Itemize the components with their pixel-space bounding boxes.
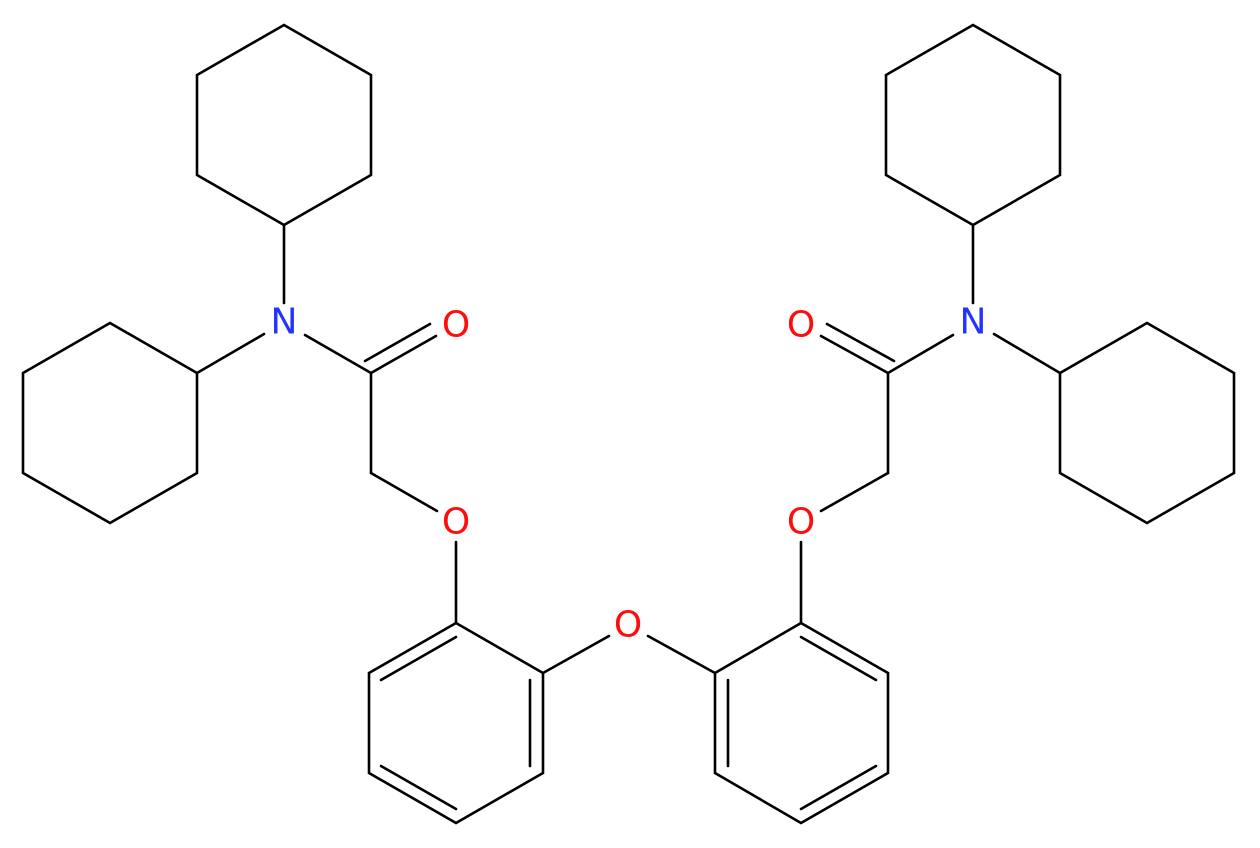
atom-label: N xyxy=(960,302,987,343)
atom-label: O xyxy=(787,502,815,543)
atom-label: O xyxy=(614,605,642,646)
atom-label: N xyxy=(271,302,298,343)
atom-label: O xyxy=(442,502,470,543)
ring xyxy=(884,23,1062,227)
atom-label: O xyxy=(787,305,815,346)
ring xyxy=(367,621,545,825)
ring xyxy=(195,23,373,227)
ring xyxy=(713,621,890,825)
ring xyxy=(1058,321,1236,525)
bonds xyxy=(21,23,1236,825)
ring xyxy=(21,321,199,525)
atom-label: O xyxy=(442,305,470,346)
